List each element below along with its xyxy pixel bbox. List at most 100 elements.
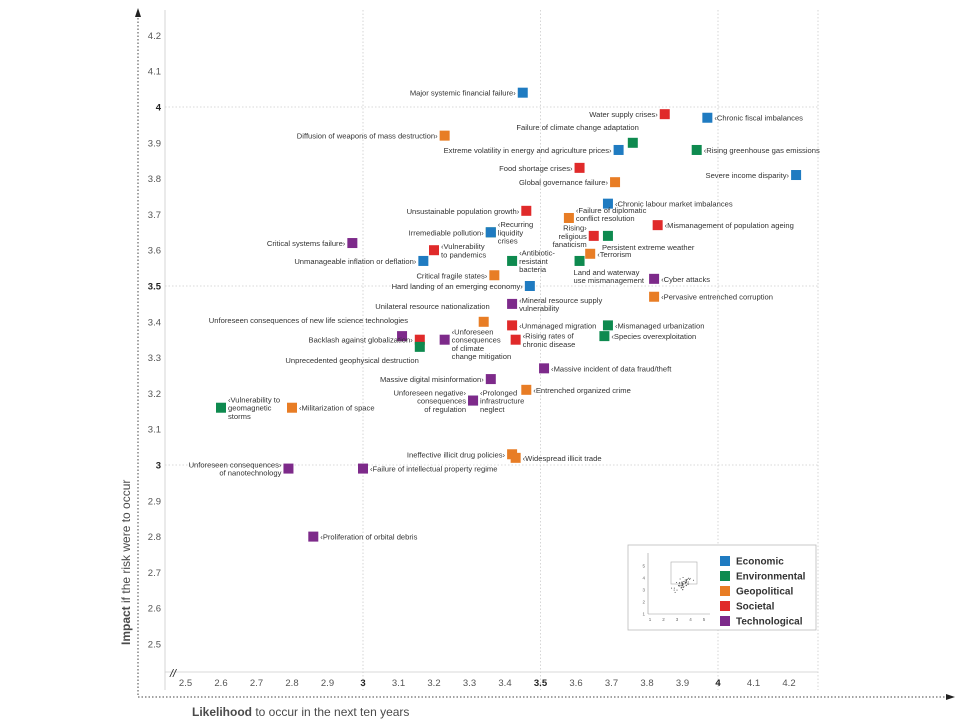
data-point: Extreme volatility in energy and agricul…: [444, 144, 624, 155]
x-tick-label: 2.7: [250, 678, 263, 689]
data-point-label: Unsustainable population growth›: [407, 207, 520, 216]
inset-point: [692, 579, 694, 581]
data-point-marker: [588, 230, 599, 241]
inset-point: [685, 580, 687, 582]
data-point-label: ‹Recurring: [498, 220, 533, 229]
data-point-marker: [659, 109, 670, 120]
data-point-label: ‹Pervasive entrenched corruption: [661, 293, 773, 302]
data-point-marker: [649, 291, 660, 302]
data-point-label: ‹Chronic labour market imbalances: [615, 200, 733, 209]
data-point: Global governance failure›: [519, 177, 621, 188]
inset-x-tick-label: 3: [676, 617, 679, 622]
inset-point: [689, 577, 691, 579]
data-point-label: storms: [228, 412, 251, 421]
data-point-label: ‹Entrenched organized crime: [533, 386, 631, 395]
data-point-label: consequences: [417, 397, 466, 406]
data-point-marker: [397, 331, 408, 342]
data-point: ‹Chronic labour market imbalances: [602, 198, 733, 209]
data-point-marker: [652, 220, 663, 231]
data-point: Irremediable pollution›: [409, 227, 496, 238]
axes: //: [135, 8, 955, 700]
data-point-label: Land and waterway: [574, 268, 640, 277]
data-point-label: ‹Mineral resource supply: [519, 296, 602, 305]
data-point-label: Unprecedented geophysical destruction: [285, 356, 418, 365]
data-point-label: Irremediable pollution›: [409, 228, 485, 237]
data-point-label: bacteria: [519, 265, 547, 274]
data-point-label: Unforeseen consequences of new life scie…: [209, 316, 408, 325]
data-point-label: ‹Vulnerability: [441, 242, 485, 251]
inset-point: [689, 578, 691, 580]
data-point-marker: [485, 374, 496, 385]
data-point-label: ‹Widespread illicit trade: [523, 454, 602, 463]
x-axis-title-rest: to occur in the next ten years: [252, 705, 409, 719]
axis-break-mark: //: [169, 668, 177, 680]
data-point-label: ‹Species overexploitation: [611, 332, 696, 341]
data-point-label: Major systemic financial failure›: [410, 89, 516, 98]
data-point-marker: [524, 281, 535, 291]
inset-point: [674, 591, 676, 593]
data-point-label: ‹Massive incident of data fraud/theft: [551, 364, 672, 373]
data-point-label: Massive digital misinformation›: [380, 375, 484, 384]
data-point-marker: [791, 170, 802, 181]
x-axis-arrow: [946, 694, 955, 700]
legend-label: Technological: [736, 617, 803, 628]
data-point-marker: [521, 205, 532, 216]
y-axis-title-bold: Impact: [119, 606, 133, 645]
data-point: Water supply crises›: [589, 109, 670, 120]
data-point-marker: [702, 112, 713, 123]
inset-point: [671, 587, 673, 589]
y-tick-label: 2.5: [148, 640, 161, 651]
data-point-marker: [585, 248, 596, 259]
data-point-label: fanaticism: [553, 240, 587, 249]
data-point-label: ‹Terrorism: [597, 250, 631, 259]
data-point: ‹Mismanagement of population ageing: [652, 220, 794, 231]
data-point: ‹Cyber attacks: [649, 273, 710, 284]
data-point: ‹Proliferation of orbital debris: [308, 531, 418, 542]
data-point-marker: [507, 255, 518, 266]
data-point-label: Unforeseen negative›: [393, 388, 466, 397]
y-tick-label: 3.8: [148, 174, 161, 185]
data-point-label: Severe income disparity›: [706, 171, 790, 180]
data-point-label: neglect: [480, 405, 505, 414]
data-point-marker: [414, 341, 425, 352]
data-point-label: geomagnetic: [228, 404, 272, 413]
x-tick-label: 3: [360, 678, 365, 689]
data-point: Ineffective illicit drug policies›: [407, 449, 518, 460]
y-axis-title: Impact if the risk were to occur: [119, 480, 133, 645]
inset-x-tick-label: 4: [689, 617, 692, 622]
y-axis-title-rest: if the risk were to occur: [119, 480, 133, 607]
inset-point: [679, 578, 681, 580]
x-tick-label: 4.1: [747, 678, 760, 689]
x-tick-label: 3.6: [569, 678, 582, 689]
data-point: Unprecedented geophysical destruction: [285, 341, 425, 365]
data-point-label: ‹Chronic fiscal imbalances: [714, 114, 803, 123]
data-point: ‹Militarization of space: [287, 402, 375, 413]
data-point-label: resistant: [519, 257, 549, 266]
data-point-marker: [287, 402, 297, 413]
y-tick-label: 3.1: [148, 425, 161, 436]
data-point-marker: [691, 144, 702, 155]
data-point-label: Persistent extreme weather: [602, 243, 695, 252]
legend-label: Geopolitical: [736, 587, 793, 598]
data-point-marker: [283, 463, 294, 474]
data-point: Severe income disparity›: [706, 170, 802, 181]
x-tick-label: 3.1: [392, 678, 405, 689]
data-point-marker: [602, 230, 613, 241]
data-point-label: Unilateral resource nationalization: [375, 302, 489, 311]
inset-point: [684, 582, 686, 584]
y-tick-label: 3.4: [148, 317, 161, 328]
y-tick-label: 2.9: [148, 496, 161, 507]
inset-point: [682, 589, 684, 591]
data-point-marker: [485, 227, 496, 238]
data-point-label: chronic disease: [523, 340, 576, 349]
x-axis-title: Likelihood to occur in the next ten year…: [192, 705, 409, 719]
data-point-label: Extreme volatility in energy and agricul…: [444, 146, 612, 155]
data-point-label: ‹Unmanaged migration: [519, 321, 596, 330]
x-tick-label: 2.5: [179, 678, 192, 689]
data-point-label: change mitigation: [452, 352, 512, 361]
data-point-label: ‹Prolonged: [480, 388, 517, 397]
data-point-label: Global governance failure›: [519, 178, 609, 187]
